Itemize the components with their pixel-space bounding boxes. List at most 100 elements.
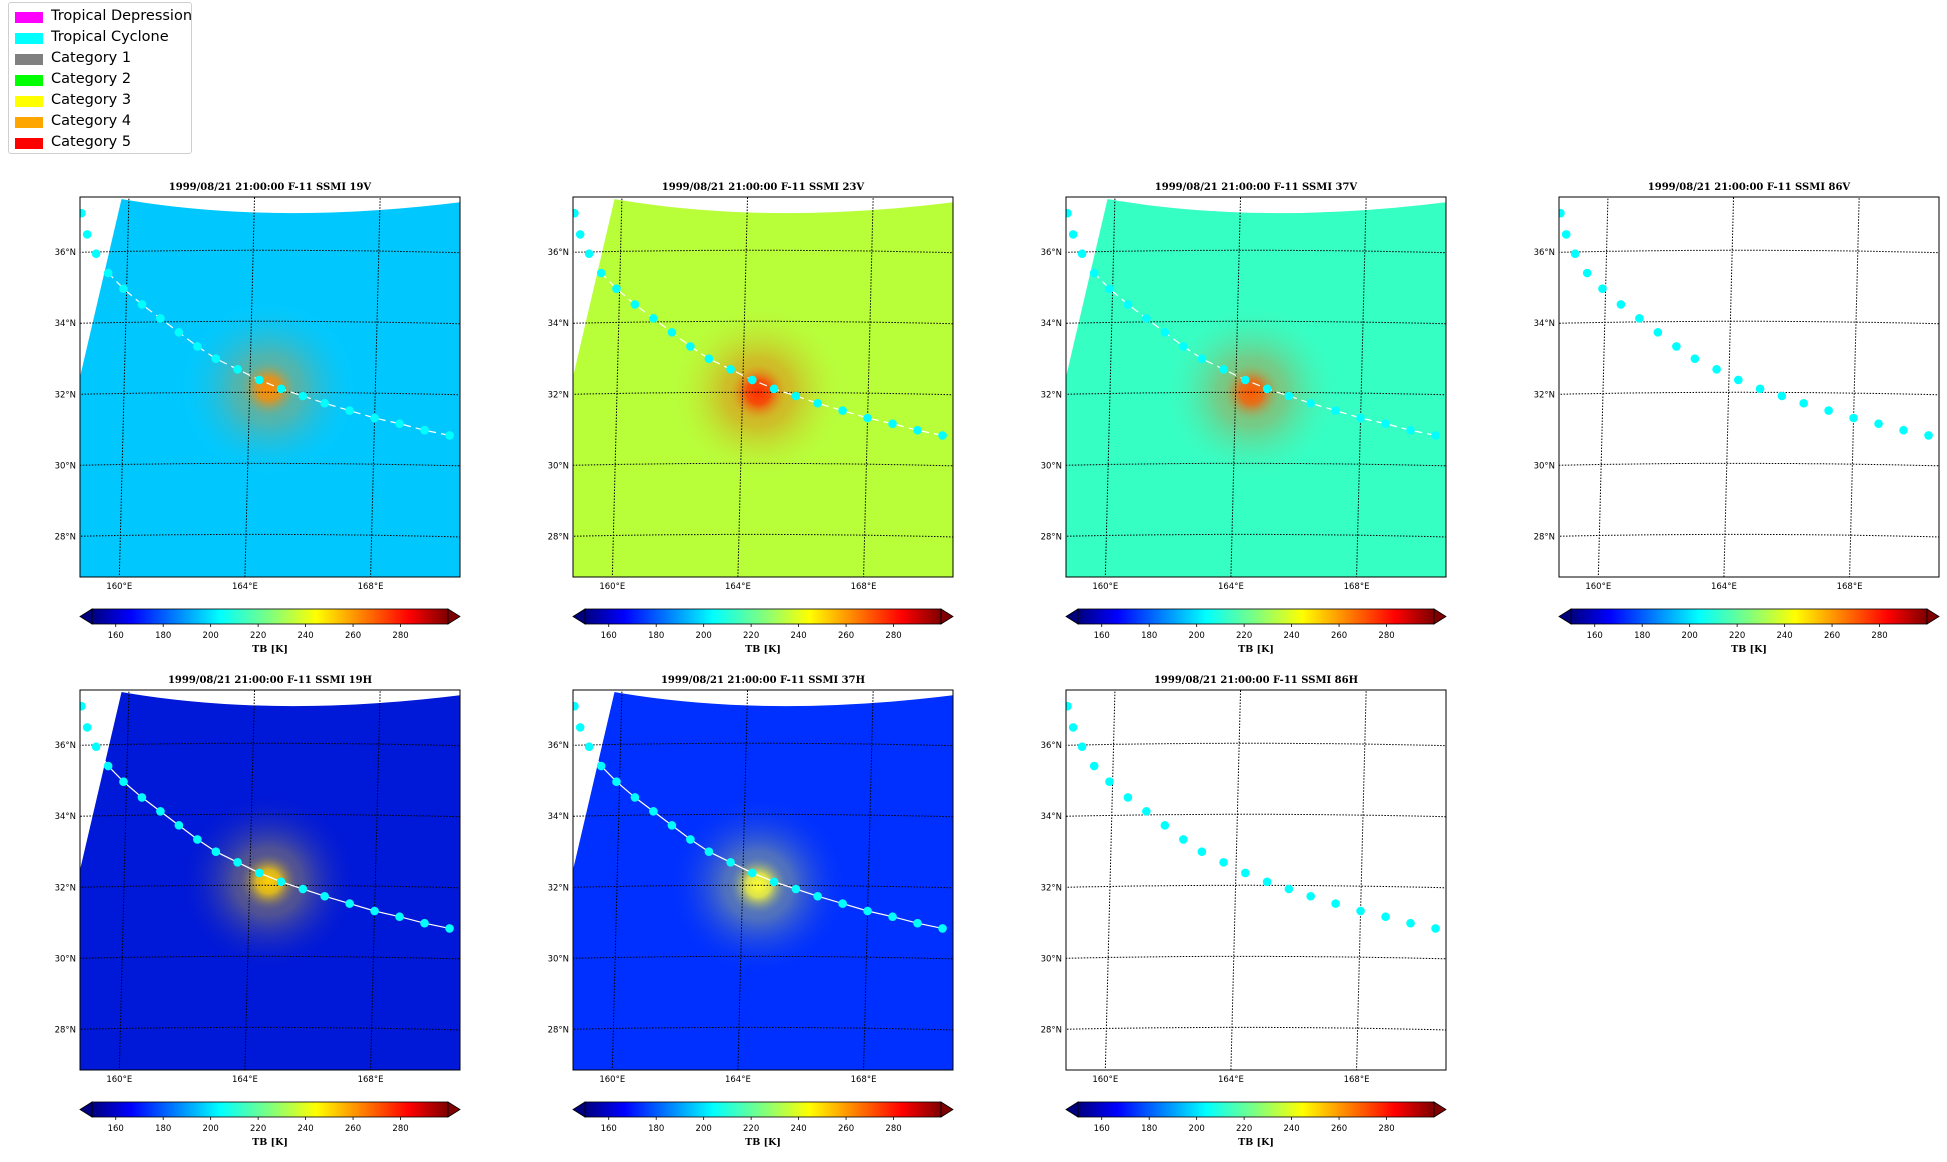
track-point (193, 342, 202, 351)
panel-title: 1999/08/21 21:00:00 F-11 SSMI 23V (662, 182, 865, 193)
track-point (1306, 891, 1315, 901)
legend-label: Category 5 (51, 134, 132, 150)
parallel-line (80, 533, 460, 538)
colorbar-extend-min (79, 608, 93, 625)
lat-tick-label: 30°N (1041, 461, 1062, 471)
lon-tick-label: 160°E (599, 582, 625, 592)
colorbar-extend-min (1558, 608, 1572, 625)
colorbar-label: TB [K] (745, 1137, 781, 1148)
colorbar: 160 180 200 220 240 260 280 TB [K] (79, 608, 461, 655)
meridian-line (737, 197, 749, 577)
track-point (1635, 314, 1644, 323)
meridian-line (1723, 197, 1735, 577)
track-point (119, 777, 128, 787)
missing-data (603, 690, 953, 707)
track-point (91, 742, 101, 752)
lat-tick-label: 28°N (548, 1025, 569, 1035)
track-point (1381, 912, 1390, 922)
parallel-line (80, 249, 460, 254)
track-point (103, 268, 113, 278)
track-point (1672, 342, 1681, 351)
lon-tick-label: 164°E (232, 582, 258, 592)
track-point (1356, 413, 1365, 423)
track-point (1431, 431, 1440, 440)
track-point (838, 406, 847, 415)
colorbar-tick-label: 240 (1283, 631, 1299, 641)
meridian-line (611, 197, 623, 577)
meridian-line (244, 197, 256, 577)
colorbar-tick-label: 280 (885, 1124, 901, 1134)
map-frame (572, 196, 954, 578)
parallel-line (1066, 813, 1446, 818)
lat-tick-label: 34°N (548, 319, 569, 329)
track-point (298, 391, 308, 401)
colorbar-gradient (91, 608, 449, 625)
colorbar-extend-min (79, 1101, 93, 1118)
track-point (1160, 328, 1170, 337)
parallel-line (1066, 320, 1446, 325)
lat-tick-label: 30°N (548, 954, 569, 964)
parallel-line (80, 462, 460, 467)
colorbar-label: TB [K] (252, 644, 288, 655)
map-area (1066, 197, 1446, 577)
lat-tick-label: 30°N (1041, 954, 1062, 964)
track-point (1712, 364, 1721, 374)
map-frame (572, 689, 954, 1071)
meridian-line (1356, 690, 1367, 1070)
colorbar-tick-label: 180 (1141, 631, 1157, 641)
map-frame (1558, 196, 1940, 578)
track-point (298, 884, 308, 894)
colorbar-extend-min (572, 1101, 586, 1118)
colorbar-tick-label: 200 (1189, 631, 1205, 641)
storm-eye (234, 847, 303, 916)
colorbar-extend-max (1433, 608, 1447, 625)
lat-tick-label: 28°N (1041, 532, 1062, 542)
track-point (345, 406, 354, 415)
panel-title: 1999/08/21 21:00:00 F-11 SSMI 86H (1154, 675, 1358, 686)
parallel-line (573, 955, 953, 960)
colorbar-tick-label: 220 (743, 631, 759, 641)
lat-tick-label: 28°N (548, 532, 569, 542)
lat-tick-label: 30°N (55, 461, 76, 471)
map-area (1066, 690, 1446, 1070)
track-point (1582, 268, 1592, 278)
track-point (1068, 723, 1078, 732)
colorbar-tick-label: 240 (1776, 631, 1792, 641)
meridian-line (1104, 197, 1116, 577)
lat-tick-label: 28°N (55, 1025, 76, 1035)
track-point (1306, 398, 1315, 408)
track-point (1331, 899, 1340, 908)
legend-label: Category 1 (51, 50, 132, 66)
parallel-line (80, 742, 460, 747)
track-point (1653, 328, 1663, 337)
track-point (938, 431, 947, 440)
colorbar-tick-label: 200 (1682, 631, 1698, 641)
legend-item-category-1: Category 1 (9, 50, 191, 72)
colorbar-tick-label: 220 (250, 1124, 266, 1134)
track-point (420, 918, 429, 928)
colorbar-tick-label: 160 (108, 1124, 124, 1134)
colorbar-tick-label: 220 (250, 631, 266, 641)
missing-data (1096, 197, 1446, 214)
track-point (575, 723, 585, 732)
track-point (1755, 384, 1765, 394)
parallel-line (1559, 462, 1939, 467)
track-point (395, 912, 404, 922)
track-point (863, 413, 872, 423)
parallel-line (573, 1026, 953, 1031)
colorbar-tick-label: 280 (1378, 631, 1394, 641)
meridian-line (1356, 197, 1367, 577)
track-point (255, 375, 264, 385)
track-point (726, 857, 735, 867)
parallel-line (573, 742, 953, 747)
track-point (1197, 847, 1207, 857)
track-point (649, 807, 658, 816)
lon-tick-label: 164°E (1218, 582, 1244, 592)
track-point (1777, 391, 1787, 401)
parallel-line (573, 813, 953, 818)
colorbar-extend-max (1926, 608, 1940, 625)
panel-7: 1999/08/21 21:00:00 F-11 SSMI 86H 28°N 30°… (1041, 675, 1447, 1148)
track-point (1089, 761, 1099, 771)
map-area (573, 690, 953, 1070)
meridian-line (1597, 197, 1609, 577)
